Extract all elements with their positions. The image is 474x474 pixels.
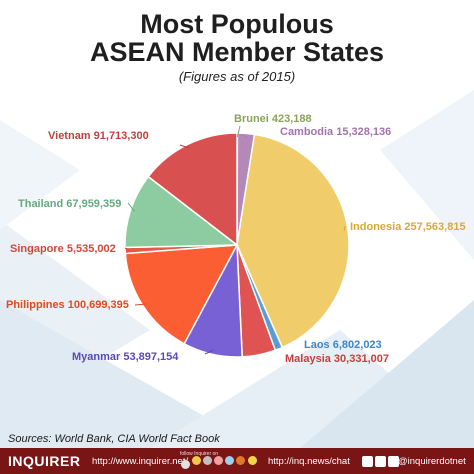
leader-line-indonesia	[343, 225, 346, 232]
pie-slice-thailand	[124, 175, 240, 249]
website-link[interactable]: http://www.inquirer.net/	[92, 456, 189, 467]
pie-slice-vietnam	[147, 132, 238, 247]
slice-label-vietnam: Vietnam 91,713,300	[48, 130, 149, 142]
brand-logo: INQUIRER	[8, 453, 81, 469]
pie-slice-indonesia	[236, 133, 350, 349]
leader-line-brunei	[236, 125, 241, 138]
chat-link[interactable]: http://inq.news/chat	[268, 456, 350, 467]
leader-line-myanmar	[204, 349, 214, 355]
app-icon	[248, 456, 257, 465]
social-handle: @inquirerdotnet	[398, 456, 466, 467]
app-icon	[214, 456, 223, 465]
twitter-icon[interactable]	[375, 456, 386, 467]
chart-title-line1: Most Populous	[140, 9, 334, 39]
leader-line-thailand	[127, 202, 135, 212]
app-icon	[192, 456, 201, 465]
chart-subtitle: (Figures as of 2015)	[178, 69, 296, 84]
slice-label-cambodia: Cambodia 15,328,136	[280, 126, 391, 138]
slice-label-indonesia: Indonesia 257,563,815	[350, 221, 466, 233]
leader-line-philippines	[134, 303, 147, 306]
app-icon	[225, 456, 234, 465]
slice-label-brunei: Brunei 423,188	[234, 113, 312, 125]
chart-title-line2: ASEAN Member States	[89, 37, 385, 67]
app-icon	[236, 456, 245, 465]
instagram-icon[interactable]	[388, 456, 399, 467]
slice-label-laos: Laos 6,802,023	[304, 339, 382, 351]
leader-line-vietnam	[179, 144, 190, 149]
slice-label-malaysia: Malaysia 30,331,007	[285, 353, 389, 365]
leader-line-laos	[275, 344, 278, 347]
follow-promo: follow Inquirer on	[180, 451, 219, 457]
slice-label-philippines: Philippines 100,699,395	[6, 299, 129, 311]
leader-line-singapore	[124, 247, 130, 251]
slice-label-thailand: Thailand 67,959,359	[18, 198, 121, 210]
footer-bar: INQUIRER http://www.inquirer.net/ follow…	[0, 448, 474, 474]
slice-label-myanmar: Myanmar 53,897,154	[72, 351, 179, 363]
pie-slice-philippines	[124, 244, 239, 345]
app-icon	[181, 460, 190, 469]
facebook-icon[interactable]	[362, 456, 373, 467]
slice-label-singapore: Singapore 5,535,002	[10, 243, 116, 255]
app-icon	[203, 456, 212, 465]
sources-note: Sources: World Bank, CIA World Fact Book	[8, 433, 220, 445]
